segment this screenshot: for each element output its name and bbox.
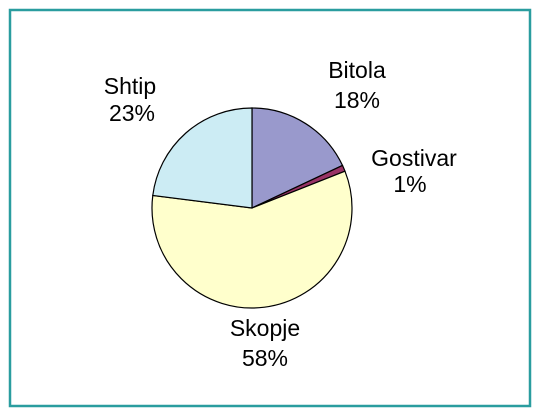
pie-slice (251, 107, 344, 209)
slice-value-label: 18% (334, 87, 380, 113)
slice-label: Bitola (328, 57, 386, 83)
slice-value-label: 23% (109, 100, 155, 126)
pie-slice (151, 170, 353, 309)
slice-value-label: 58% (242, 345, 288, 371)
slice-value-label: 1% (393, 171, 426, 197)
slice-label: Shtip (104, 73, 156, 99)
slice-label: Gostivar (371, 145, 457, 171)
slice-label: Skopje (230, 315, 300, 341)
pie-slice (152, 107, 253, 209)
